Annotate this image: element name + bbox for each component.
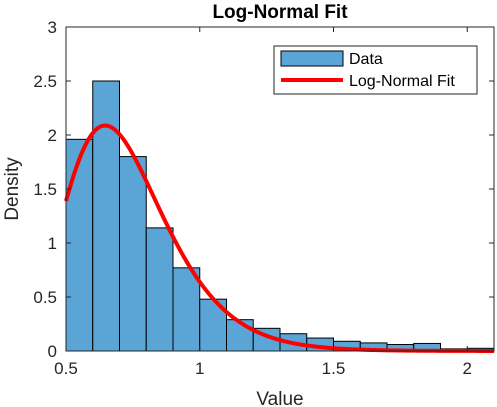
x-axis-ticks: 0.5 1 1.5 2 (54, 27, 472, 378)
y-tick-label: 3 (48, 18, 57, 37)
y-axis-ticks: 0 0.5 1 1.5 2 2.5 3 (33, 18, 494, 361)
x-tick-label: 2 (463, 359, 472, 378)
legend: Data Log-Normal Fit (273, 45, 478, 95)
x-tick-label: 0.5 (54, 359, 78, 378)
chart-title: Log-Normal Fit (212, 2, 348, 23)
histogram-bar (172, 267, 201, 352)
y-tick-label: 2 (48, 126, 57, 145)
histogram-bar (65, 138, 94, 352)
y-tick-label: 2.5 (33, 72, 57, 91)
legend-label-data: Data (349, 51, 383, 68)
legend-swatch-data (280, 50, 344, 67)
y-tick-label: 1 (48, 234, 57, 253)
x-axis-label: Value (256, 389, 303, 407)
x-tick-label: 1.5 (322, 359, 346, 378)
legend-label-fit: Log-Normal Fit (349, 73, 455, 90)
y-axis-label: Density (2, 157, 23, 221)
histogram-bar (92, 80, 120, 352)
x-tick-label: 1 (195, 359, 204, 378)
histogram-bar (119, 156, 147, 352)
histogram-bar (145, 227, 174, 352)
y-tick-label: 0.5 (33, 288, 57, 307)
y-tick-label: 1.5 (33, 180, 57, 199)
y-tick-label: 0 (48, 342, 57, 361)
histogram-bars (65, 80, 495, 352)
